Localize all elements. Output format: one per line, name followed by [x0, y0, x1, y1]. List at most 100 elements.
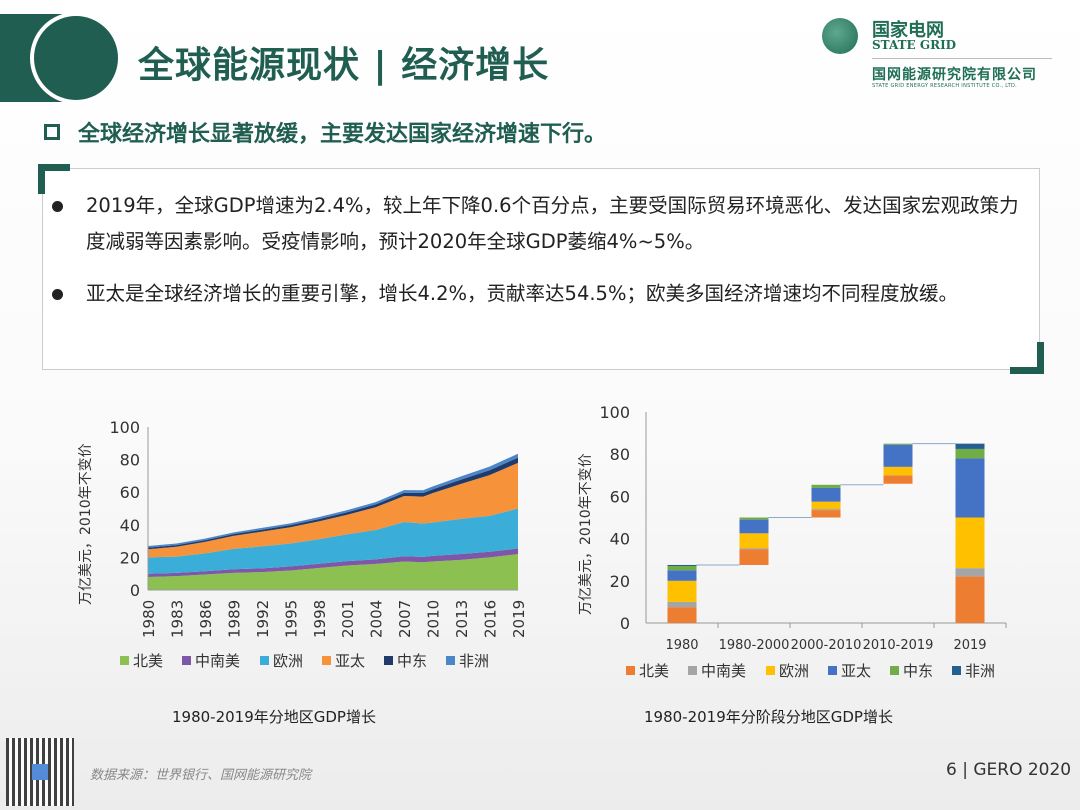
legend-label: 北美: [133, 652, 163, 670]
x-tick-label: 1980: [665, 638, 698, 653]
bar-segment: [811, 487, 841, 502]
bar-segment: [955, 448, 985, 459]
legend-swatch: [446, 656, 455, 665]
bar-segment: [811, 501, 841, 510]
x-tick-label: 1980-2000: [719, 638, 790, 653]
chart-caption-right: 1980-2019年分阶段分地区GDP增长: [644, 708, 893, 726]
bullet-dot-icon: [52, 289, 63, 300]
logo-en: STATE GRID: [872, 38, 957, 52]
state-grid-logo: 国家电网 STATE GRID 国网能源研究院有限公司 STATE GRID E…: [818, 14, 1068, 94]
legend-swatch: [890, 666, 899, 675]
legend-swatch: [626, 666, 635, 675]
y-tick-label: 40: [120, 516, 140, 535]
bar-segment: [667, 601, 697, 608]
bullet-text: 亚太是全球经济增长的重要引擎，增长4.2%，贡献率达54.5%；欧美多国经济增速…: [86, 282, 958, 305]
y-tick-label: 20: [610, 572, 630, 591]
bar-segment: [811, 484, 841, 488]
waterfall-chart: 1980 1980-2000 2000-2010 2010-2019 2019 0 20 40…: [578, 403, 1007, 680]
page-title: 全球能源现状 | 经济增长: [138, 45, 550, 86]
y-axis-label: 万亿美元，2010年不变价: [78, 443, 94, 605]
logo-divider: [872, 58, 1052, 59]
legend-swatch: [688, 666, 697, 675]
x-tick-label: 2019: [510, 600, 528, 638]
y-tick-label: 100: [599, 403, 630, 422]
x-tick-label: 1989: [225, 600, 243, 638]
x-tick-label: 2001: [339, 600, 357, 638]
y-tick-label: 80: [610, 445, 630, 464]
bar-segment: [739, 533, 769, 549]
bar-segment: [667, 607, 697, 623]
bullet-item: 亚太是全球经济增长的重要引擎，增长4.2%，贡献率达54.5%；欧美多国经济增速…: [52, 276, 1032, 312]
bullet-item: 2019年，全球GDP增速为2.4%，较上年下降0.6个百分点，主要受国际贸易环…: [52, 188, 1032, 260]
bar-segment: [667, 564, 697, 567]
legend-label: 中东: [397, 652, 427, 670]
legend-label: 非洲: [459, 652, 489, 670]
legend-swatch: [120, 656, 129, 665]
bar-segment: [667, 570, 697, 581]
bar-segment: [883, 444, 913, 467]
legend-label: 北美: [639, 662, 669, 680]
qr-code: [6, 738, 74, 806]
legend-label: 欧洲: [779, 662, 809, 680]
bracket-bottom-right: [1010, 342, 1044, 374]
bullet-text: 2019年，全球GDP增速为2.4%，较上年下降0.6个百分点，主要受国际贸易环…: [86, 194, 1019, 253]
x-tick-label: 2016: [482, 600, 500, 638]
square-bullet-icon: [44, 124, 60, 140]
x-tick-label: 1995: [282, 600, 300, 638]
header-circle: [30, 12, 122, 104]
subtitle-text: 全球经济增长显著放缓，主要发达国家经济增速下行。: [78, 122, 607, 147]
legend-swatch: [828, 666, 837, 675]
chart-caption-left: 1980-2019年分地区GDP增长: [172, 708, 376, 726]
legend-swatch: [322, 656, 331, 665]
y-tick-label: 60: [120, 483, 140, 502]
bracket-top-left: [38, 164, 70, 194]
x-tick-label: 2019: [953, 638, 986, 653]
x-tick-label: 1983: [168, 600, 186, 638]
legend-label: 欧洲: [273, 652, 303, 670]
legend-label: 中南美: [195, 652, 240, 670]
bar-segment: [811, 509, 841, 511]
area-series-1: [148, 548, 518, 577]
bullet-dot-icon: [52, 201, 63, 212]
bar-segment: [739, 548, 769, 550]
y-tick-label: 20: [120, 548, 140, 567]
legend-label: 非洲: [965, 662, 995, 680]
bar-segment: [667, 566, 697, 571]
bar-segment: [955, 568, 985, 577]
legend-swatch: [182, 656, 191, 665]
legend-label: 中东: [903, 662, 933, 680]
bar-segment: [883, 466, 913, 476]
x-tick-label: 2010-2019: [863, 638, 934, 653]
x-tick-label: 1980: [140, 600, 158, 638]
x-tick-label: 2013: [453, 600, 471, 638]
bar-segment: [739, 517, 769, 520]
legend-swatch: [952, 666, 961, 675]
x-tick-label: 1998: [311, 600, 329, 638]
y-tick-label: 40: [610, 530, 630, 549]
bar-segment: [955, 458, 985, 518]
x-tick-label: 1986: [197, 600, 215, 638]
globe-icon: [822, 18, 858, 54]
y-tick-label: 0: [620, 614, 630, 633]
x-tick-label: 2007: [396, 600, 414, 638]
summary-box: [42, 168, 1040, 370]
x-tick-label: 1992: [254, 600, 272, 638]
logo-cn: 国家电网: [872, 20, 944, 41]
area-series-3: [148, 462, 518, 558]
legend-label: 亚太: [841, 662, 871, 680]
bar-segment: [955, 443, 985, 449]
x-tick-label: 2010: [425, 600, 443, 638]
legend-swatch: [766, 666, 775, 675]
y-tick-label: 0: [130, 581, 140, 600]
area-chart: 0 20 40 60 80 100 1980 1983 1986 1989 1992 1995 1998…: [78, 418, 528, 670]
y-axis-label: 万亿美元，2010年不变价: [578, 453, 594, 615]
legend-label: 中南美: [701, 662, 746, 680]
bar-segment: [955, 576, 985, 623]
legend-swatch: [260, 656, 269, 665]
data-source: 数据来源：世界银行、国网能源研究院: [90, 768, 312, 783]
area-series-2: [148, 508, 518, 574]
y-tick-label: 80: [120, 451, 140, 470]
y-tick-label: 60: [610, 487, 630, 506]
legend-swatch: [384, 656, 393, 665]
